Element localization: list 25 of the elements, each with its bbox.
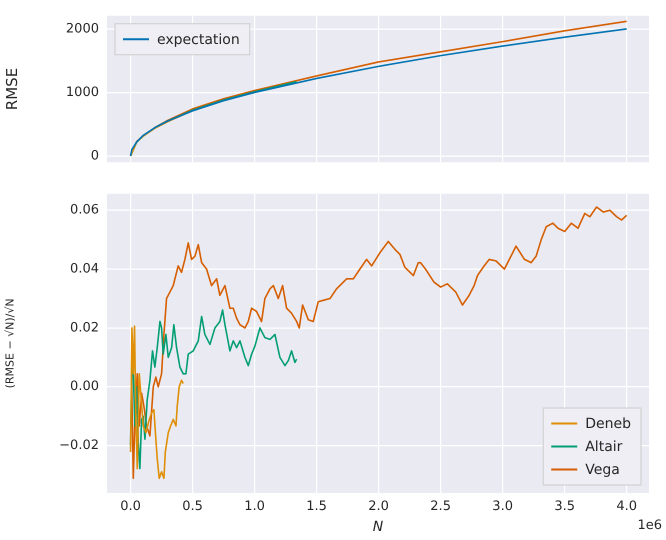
x-tick-label: 2.5 [430, 499, 451, 514]
x-tick-label: 0.0 [120, 499, 141, 514]
x-tick-label: 1.5 [306, 499, 327, 514]
y-tick-label: 0.04 [70, 261, 99, 276]
legend-label: expectation [157, 32, 240, 48]
x-tick-label: 0.5 [182, 499, 203, 514]
y-tick-label: 0.00 [70, 379, 99, 394]
legend-label: Deneb [585, 416, 632, 432]
legend-label: Altair [585, 439, 623, 456]
y-tick-label: 0.02 [70, 320, 99, 336]
text: 1e6 [637, 518, 662, 533]
y-tick-label: 2000 [66, 21, 99, 36]
x-tick-label: 1.0 [244, 499, 265, 514]
x-tick-label: 3.0 [492, 499, 513, 514]
y-tick-label: 0.06 [70, 202, 99, 218]
y-axis-title: RMSE [2, 68, 21, 110]
y-axis-title: (RMSE − √N)/√N [3, 298, 16, 388]
x-axis-title: N [372, 519, 384, 536]
y-tick-label: −0.02 [59, 438, 99, 454]
legend-label: Vega [585, 462, 620, 478]
x-tick-label: 2.0 [368, 499, 389, 514]
x-tick-label: 3.5 [554, 499, 576, 514]
x-tick-label: 4.0 [616, 499, 638, 514]
y-tick-label: 0 [90, 148, 99, 164]
y-tick-label: 1000 [66, 84, 99, 100]
